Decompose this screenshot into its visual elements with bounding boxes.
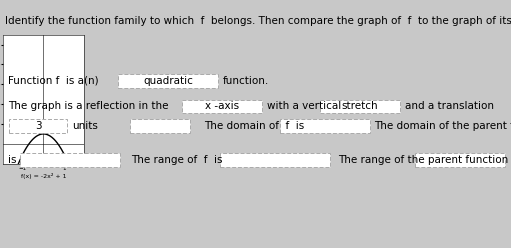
Text: with a vertical: with a vertical: [267, 101, 341, 111]
FancyBboxPatch shape: [280, 119, 370, 133]
FancyBboxPatch shape: [118, 74, 218, 88]
Text: units: units: [72, 121, 98, 131]
Text: Function f  is a(n): Function f is a(n): [8, 76, 99, 86]
Text: The range of  f  is: The range of f is: [131, 155, 222, 165]
Text: The graph is a reflection in the: The graph is a reflection in the: [8, 101, 169, 111]
Text: quadratic: quadratic: [143, 76, 193, 86]
FancyBboxPatch shape: [320, 100, 400, 113]
Text: The domain of the parent function: The domain of the parent function: [374, 121, 511, 131]
Text: The range of the parent function is: The range of the parent function is: [338, 155, 511, 165]
X-axis label: f(x) = -2x² + 1: f(x) = -2x² + 1: [20, 173, 66, 179]
FancyBboxPatch shape: [130, 119, 190, 133]
FancyBboxPatch shape: [20, 153, 120, 167]
FancyBboxPatch shape: [415, 153, 505, 167]
Text: function.: function.: [223, 76, 269, 86]
Text: x -axis: x -axis: [205, 101, 239, 111]
FancyBboxPatch shape: [9, 119, 67, 133]
Text: is: is: [8, 155, 16, 165]
Text: Identify the function family to which  f  belongs. Then compare the graph of  f : Identify the function family to which f …: [5, 16, 511, 26]
FancyBboxPatch shape: [182, 100, 262, 113]
Text: 3: 3: [35, 121, 41, 131]
FancyBboxPatch shape: [220, 153, 330, 167]
Text: stretch: stretch: [342, 101, 378, 111]
Text: and a translation: and a translation: [405, 101, 494, 111]
Text: The domain of  f  is: The domain of f is: [204, 121, 304, 131]
